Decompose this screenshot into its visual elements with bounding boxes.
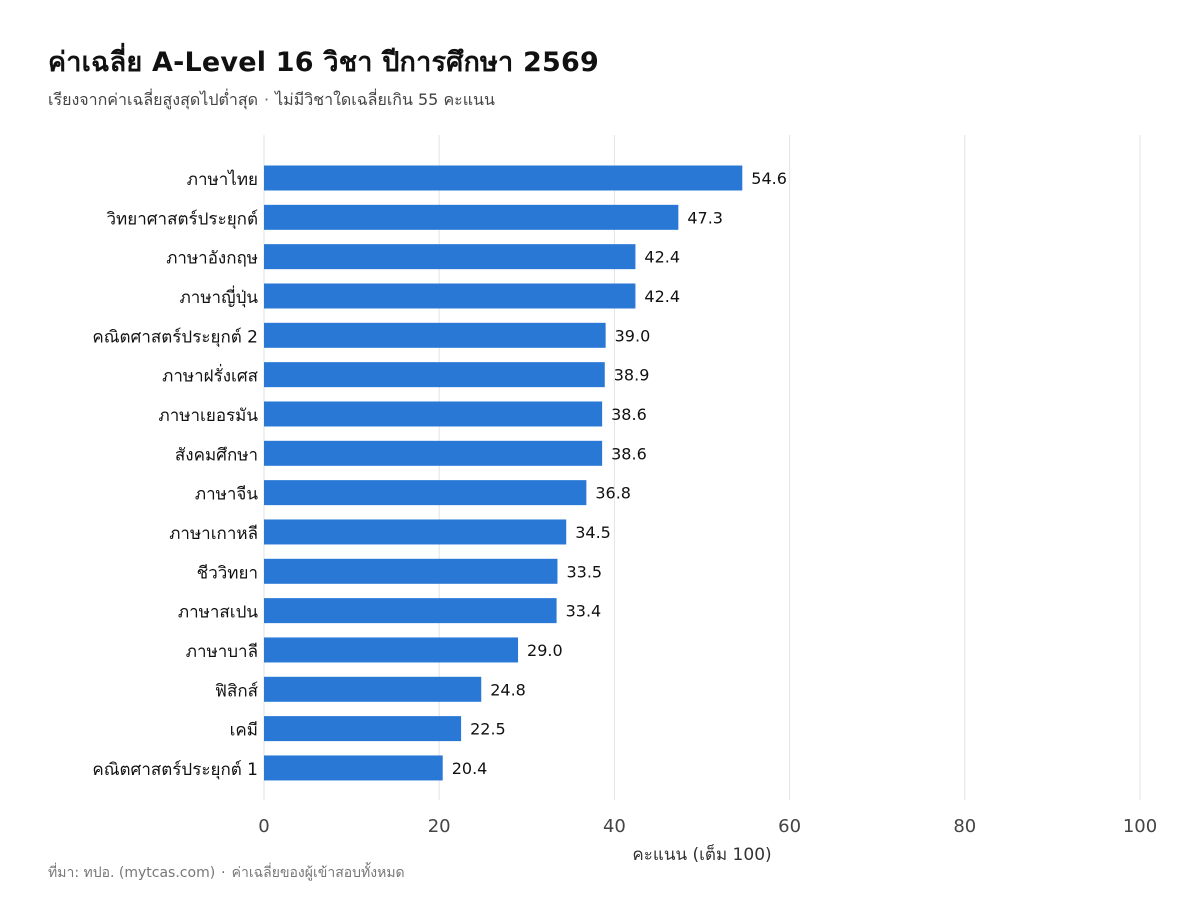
bar [264,322,606,348]
value-label: 33.4 [566,602,602,621]
subtitle-max-note: ไม่มีวิชาใดเฉลี่ยเกิน 55 คะแนน [275,90,495,109]
x-tick-label: 0 [258,816,269,837]
bar [264,676,482,702]
subtitle-sort-note: เรียงจากค่าเฉลี่ยสูงสุดไปต่ำสุด [48,90,258,109]
category-label: ภาษาสเปน [178,603,258,623]
bar [264,558,558,584]
value-label: 38.6 [611,405,647,424]
category-label: ภาษาฝรั่งเศส [162,364,258,387]
value-label: 22.5 [470,720,506,739]
bar [264,716,462,742]
value-label: 24.8 [490,680,526,699]
bar [264,519,567,545]
value-label: 34.5 [575,523,611,542]
value-label: 42.4 [644,287,680,306]
bar [264,362,605,388]
x-tick-label: 80 [953,816,976,837]
category-label: ภาษาญี่ปุ่น [180,285,259,308]
category-label: ภาษาเยอรมัน [159,406,259,426]
footer-separator: · [221,865,226,881]
value-label: 38.9 [614,366,650,385]
bar [264,244,636,270]
category-label: ภาษาบาลี [186,642,258,662]
category-label: ภาษาไทย [187,169,258,190]
bar [264,204,679,230]
category-label: คณิตศาสตร์ประยุกต์ 2 [92,327,258,347]
category-label: ชีววิทยา [197,563,258,583]
value-label: 42.4 [644,248,680,267]
value-label: 20.4 [452,759,488,778]
value-label: 47.3 [687,208,723,227]
bar [264,637,519,663]
value-labels: 54.6 47.3 42.4 42.4 39.0 38.9 38.6 38.6 36.8 34.5… [452,169,787,778]
footer-note: ค่าเฉลี่ยของผู้เข้าสอบทั้งหมด [231,865,405,881]
bar [264,598,557,624]
chart-title: ค่าเฉลี่ย A-Level 16 วิชา ปีการศึกษา 256… [48,47,599,78]
subtitle-separator: · [264,90,270,109]
category-label: ภาษาจีน [195,485,258,505]
chart-footer: ที่มา: ทปอ. (mytcas.com) · ค่าเฉลี่ยของผู้… [48,862,405,884]
x-axis-ticks: 0 20 40 60 80 100 [258,816,1157,837]
x-tick-label: 40 [603,816,626,837]
category-label: ฟิสิกส์ [215,681,259,701]
bar [264,283,636,309]
chart-subtitle: เรียงจากค่าเฉลี่ยสูงสุดไปต่ำสุด · ไม่มีวิช… [48,88,495,113]
category-label: ภาษาอังกฤษ [166,249,258,269]
value-label: 54.6 [751,169,787,188]
category-label: คณิตศาสตร์ประยุกต์ 1 [92,760,258,780]
category-label: วิทยาศาสตร์ประยุกต์ [106,209,258,229]
bar [264,440,603,466]
category-label: เคมี [230,721,258,741]
value-label: 39.0 [615,326,651,345]
value-label: 36.8 [595,484,631,503]
x-tick-label: 100 [1123,816,1157,837]
category-label: ภาษาเกาหลี [169,524,258,544]
bars [264,165,743,781]
x-tick-label: 60 [778,816,801,837]
value-label: 33.5 [566,562,602,581]
x-axis-title: คะแนน (เต็ม 100) [632,843,771,865]
category-label: สังคมศึกษา [175,445,258,465]
value-label: 29.0 [527,641,563,660]
bar [264,755,443,781]
source-note: ที่มา: ทปอ. (mytcas.com) [48,865,216,881]
bar [264,480,587,506]
bar [264,165,743,191]
category-labels: ภาษาไทยวิทยาศาสตร์ประยุกต์ภาษาอังกฤษภาษา… [92,169,258,780]
value-label: 38.6 [611,444,647,463]
bar [264,401,603,427]
x-tick-label: 20 [428,816,451,837]
